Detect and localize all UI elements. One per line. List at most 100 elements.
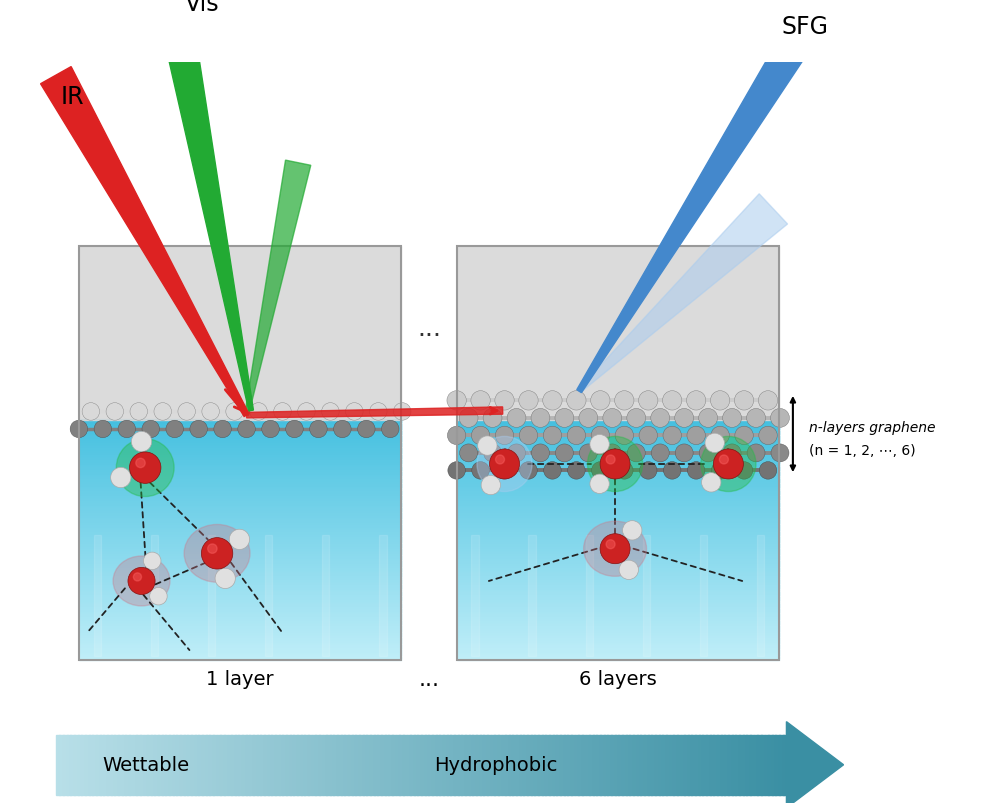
Bar [79,569,402,572]
Bar [457,475,779,478]
Circle shape [518,391,538,410]
Bar [457,518,779,521]
Circle shape [190,421,207,438]
Circle shape [483,409,502,428]
Bar [553,735,557,795]
Bar [647,735,652,795]
Text: (n = 1, 2, ⋯, 6): (n = 1, 2, ⋯, 6) [809,443,916,457]
Bar [79,556,402,560]
Bar [79,513,402,516]
Circle shape [394,403,411,421]
Bar [457,438,779,442]
Bar [79,616,402,620]
Bar [644,735,648,795]
Bar [571,735,575,795]
Bar [593,735,597,795]
Circle shape [663,426,682,445]
Bar [315,735,320,795]
Bar [143,735,148,795]
Bar [79,652,402,655]
Bar [530,735,535,795]
Bar [79,463,402,466]
Circle shape [215,569,236,589]
Bar [642,536,650,656]
Bar [79,585,402,589]
Bar [79,460,402,463]
Bar [188,735,191,795]
Bar [633,735,637,795]
Bar [457,613,779,618]
Bar [79,477,402,480]
Bar [79,542,402,545]
Bar [79,592,402,596]
Circle shape [70,421,87,438]
Bar [260,735,265,795]
Bar [457,479,779,483]
Bar [706,735,711,795]
Bar [457,496,779,499]
Bar [385,735,389,795]
Ellipse shape [583,521,646,577]
Bar [757,536,764,656]
Circle shape [556,444,573,463]
Bar [457,467,779,471]
Bar [246,735,250,795]
Bar [479,735,484,795]
Bar [757,735,762,795]
Circle shape [590,475,609,494]
Bar [457,431,779,434]
Circle shape [519,462,537,479]
Bar [585,536,593,656]
Circle shape [639,462,657,479]
Bar [454,735,459,795]
Circle shape [322,403,339,421]
Circle shape [531,409,550,428]
Bar [410,735,414,795]
Bar [271,735,276,795]
Bar [457,554,779,557]
Circle shape [701,473,721,492]
Bar [564,735,569,795]
Bar [457,508,779,512]
Bar [721,735,726,795]
Bar [96,735,100,795]
Bar [79,578,402,581]
Circle shape [207,544,217,553]
Circle shape [460,444,477,463]
Bar [457,594,779,598]
Bar [208,536,215,656]
Bar [79,465,402,468]
Bar [279,735,283,795]
Circle shape [128,568,155,595]
Text: ...: ... [417,316,441,340]
Bar [457,532,779,536]
Bar [388,735,393,795]
Circle shape [132,432,151,452]
Bar [457,621,779,625]
Bar [330,735,335,795]
Bar [457,571,779,574]
Circle shape [495,426,514,445]
Bar [600,735,605,795]
Bar [345,735,349,795]
Polygon shape [245,161,310,416]
Bar [79,635,402,638]
Bar [549,735,554,795]
Bar [79,448,402,451]
Bar [79,540,402,543]
Circle shape [603,444,622,463]
Circle shape [136,459,145,468]
Bar [779,735,784,795]
Bar [457,556,779,560]
Circle shape [531,444,550,463]
Bar [79,467,402,471]
Bar [487,735,491,795]
Bar [129,735,134,795]
Bar [79,544,402,548]
Circle shape [202,403,219,421]
Bar [457,503,779,507]
Circle shape [483,444,502,463]
Circle shape [600,534,630,564]
Bar [341,735,346,795]
Circle shape [134,573,141,581]
